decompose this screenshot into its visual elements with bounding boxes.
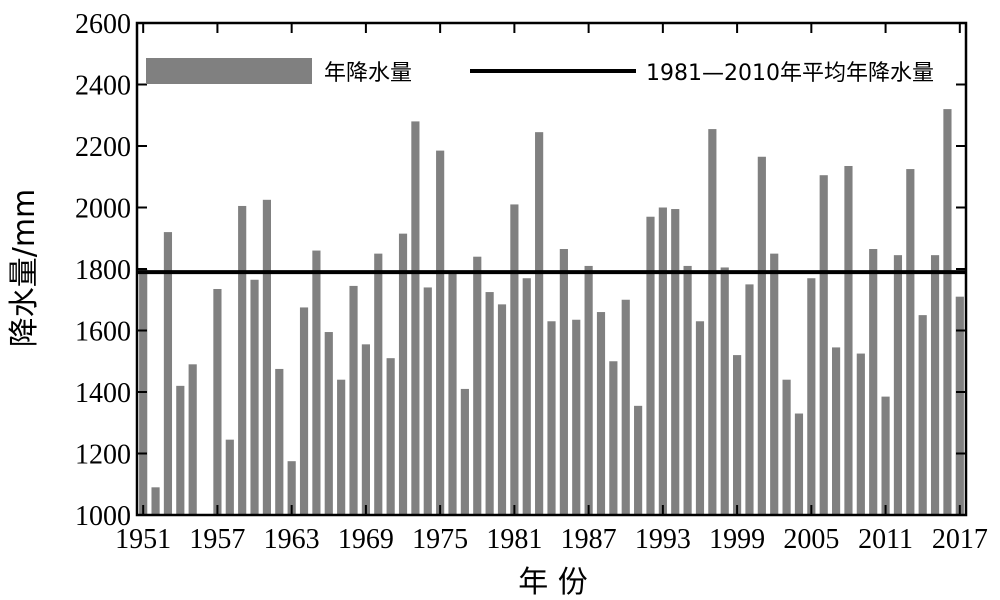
- bar-1961: [262, 199, 271, 515]
- bar-2003: [782, 379, 791, 515]
- bar-1960: [250, 279, 259, 515]
- y-tick-label-2000: 2000: [75, 194, 131, 225]
- bar-1987: [584, 265, 593, 515]
- bar-2011: [881, 396, 890, 515]
- bar-1965: [312, 250, 321, 516]
- bar-1986: [572, 319, 581, 515]
- y-tick-label-2600: 2600: [75, 9, 131, 40]
- bar-2012: [893, 255, 903, 515]
- y-tick-label-1000: 1000: [75, 501, 131, 532]
- bar-1975: [436, 150, 445, 516]
- bar-1964: [299, 307, 309, 515]
- bar-1957: [213, 288, 222, 515]
- bar-1982: [522, 278, 531, 515]
- bar-1996: [695, 321, 705, 515]
- bar-1962: [275, 368, 284, 515]
- x-tick-label-1957: 1957: [189, 524, 245, 555]
- bar-1978: [473, 256, 482, 515]
- bar-2015: [930, 255, 940, 515]
- x-tick-label-1981: 1981: [486, 524, 542, 555]
- bar-2014: [918, 315, 927, 516]
- legend-bar-label: 年降水量: [324, 61, 412, 86]
- bar-2017: [955, 296, 964, 515]
- bar-1969: [361, 344, 370, 515]
- x-tick-label-1993: 1993: [635, 524, 691, 555]
- bar-1958: [225, 439, 234, 515]
- bar-1966: [324, 332, 333, 515]
- bars-group: [139, 109, 964, 516]
- x-tick-label-1963: 1963: [264, 524, 320, 555]
- bar-2009: [856, 353, 865, 515]
- bar-1985: [559, 249, 568, 515]
- bar-1973: [411, 121, 420, 516]
- x-tick-label-1975: 1975: [412, 524, 468, 555]
- bar-1997: [708, 129, 717, 515]
- bar-2013: [906, 169, 915, 515]
- bar-1981: [510, 204, 519, 515]
- bar-1976: [448, 272, 457, 515]
- bar-2010: [869, 249, 878, 515]
- y-axis: 1000 1200 1400 1600 1800 2000 2200 2400 2600: [75, 9, 966, 532]
- bar-2000: [745, 284, 754, 516]
- bar-1970: [374, 253, 383, 516]
- bar-1994: [671, 209, 680, 516]
- x-tick-label-2005: 2005: [783, 524, 839, 555]
- x-tick-label-1987: 1987: [561, 524, 617, 555]
- y-tick-label-2400: 2400: [75, 71, 131, 102]
- bar-2001: [757, 156, 766, 515]
- bar-1979: [485, 292, 494, 515]
- y-tick-label-1800: 1800: [75, 255, 131, 286]
- bar-1998: [720, 267, 729, 515]
- y-tick-label-1400: 1400: [75, 378, 131, 409]
- bar-1952: [151, 487, 160, 515]
- bar-2002: [770, 253, 779, 516]
- bar-1977: [460, 388, 469, 515]
- bar-1995: [683, 265, 692, 515]
- y-tick-label-1600: 1600: [75, 317, 131, 348]
- y-axis-title: 降水量/mm: [7, 189, 42, 348]
- bar-2008: [844, 165, 853, 516]
- bar-1999: [733, 355, 742, 515]
- bar-1959: [238, 205, 247, 515]
- legend: 年降水量 1981—2010年平均年降水量: [146, 58, 934, 86]
- bar-1984: [547, 321, 556, 515]
- bar-1988: [596, 312, 606, 515]
- bar-1993: [658, 207, 667, 515]
- bar-1991: [634, 405, 643, 515]
- bar-1983: [535, 132, 544, 515]
- bar-1963: [287, 461, 296, 515]
- bar-2007: [832, 347, 841, 515]
- bar-2005: [807, 278, 816, 515]
- bar-1953: [163, 232, 173, 515]
- y-tick-label-2200: 2200: [75, 132, 131, 163]
- bar-1972: [398, 233, 408, 515]
- bar-2016: [943, 109, 952, 515]
- x-tick-label-2017: 2017: [932, 524, 988, 555]
- legend-bar-swatch: [146, 58, 312, 84]
- bar-1974: [423, 287, 432, 515]
- bar-1992: [646, 216, 655, 516]
- x-tick-label-1999: 1999: [709, 524, 765, 555]
- x-axis-title: 年 份: [518, 565, 588, 600]
- bar-1990: [621, 299, 630, 515]
- bar-1971: [386, 358, 395, 515]
- y-tick-label-1200: 1200: [75, 440, 131, 471]
- bar-2004: [794, 413, 804, 515]
- legend-line-label: 1981—2010年平均年降水量: [646, 61, 934, 86]
- x-tick-label-1951: 1951: [115, 524, 171, 555]
- bar-1954: [176, 385, 185, 515]
- bar-1980: [497, 304, 507, 515]
- x-tick-label-2011: 2011: [858, 524, 913, 555]
- bar-1989: [609, 361, 618, 515]
- x-tick-label-1969: 1969: [338, 524, 394, 555]
- bar-1955: [188, 364, 197, 515]
- bar-2006: [819, 175, 828, 515]
- bar-1967: [337, 379, 346, 515]
- x-axis: 1951 1957 1963 1969 1975 1981 1987 1993 1999 2005…: [115, 23, 988, 555]
- bar-1968: [349, 285, 358, 515]
